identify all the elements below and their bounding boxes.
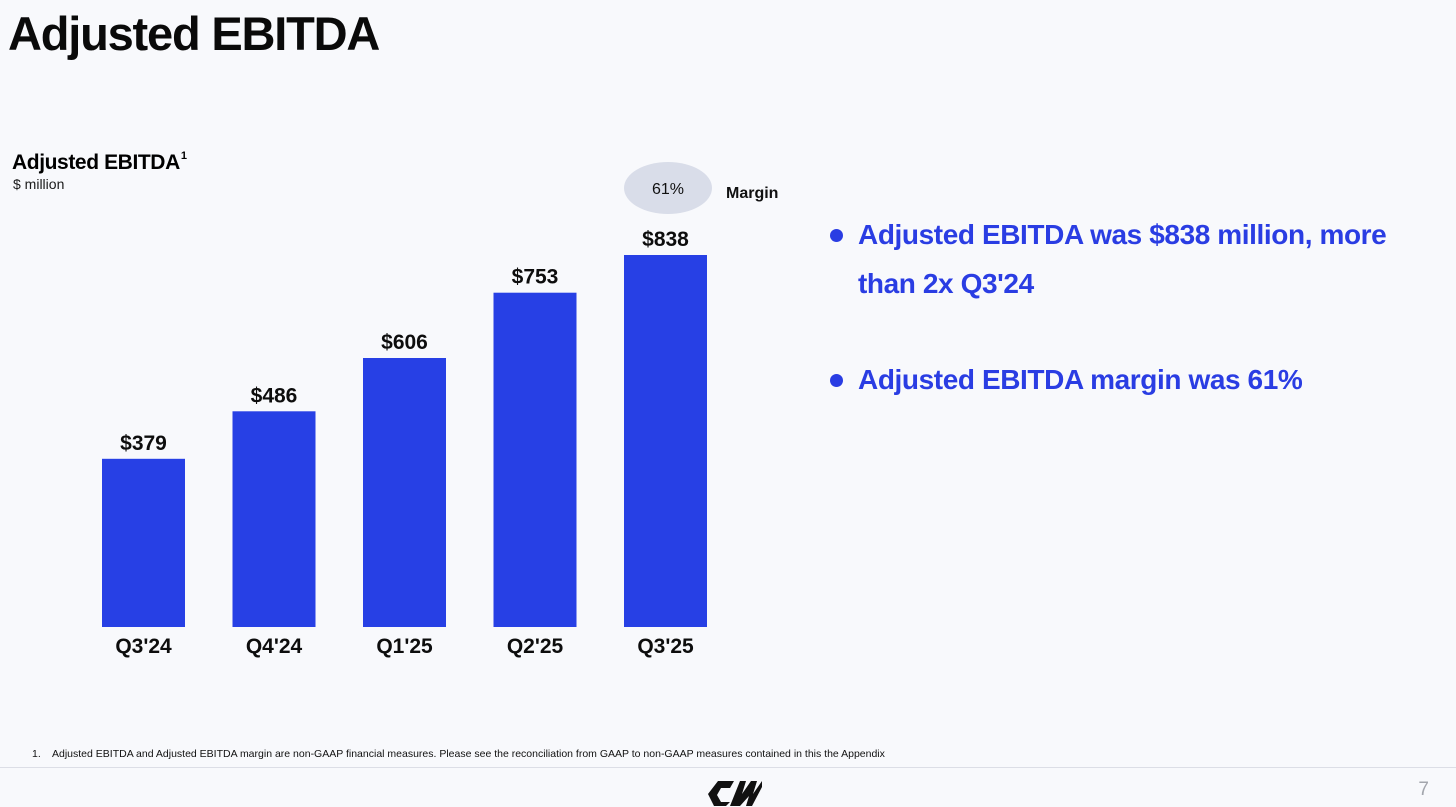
bars-layer: $379 Q3'24 $486 Q4'24 $606 Q1'25 $753 Q2'25 $838… xyxy=(102,228,707,658)
x-tick-label: Q3'25 xyxy=(637,635,694,658)
bar-value-label: $379 xyxy=(120,432,167,455)
key-point: Adjusted EBITDA was $838 million, more t… xyxy=(830,210,1430,308)
bar xyxy=(232,411,316,627)
bar-value-label: $838 xyxy=(642,228,689,251)
bar xyxy=(363,358,446,627)
bar-value-label: $753 xyxy=(512,266,559,289)
margin-annotation: 61% Margin xyxy=(624,162,778,214)
coreweave-logo-icon xyxy=(708,781,762,806)
x-tick-label: Q2'25 xyxy=(507,635,564,658)
footer-divider xyxy=(0,767,1456,768)
bar xyxy=(102,458,185,627)
bar-value-label: $606 xyxy=(381,331,428,354)
footnote: 1. Adjusted EBITDA and Adjusted EBITDA ma… xyxy=(32,748,885,760)
x-tick-label: Q1'25 xyxy=(376,635,433,658)
bullet-dot-icon xyxy=(830,229,843,242)
footnote-number: 1. xyxy=(32,748,41,760)
margin-caption: Margin xyxy=(726,185,778,202)
margin-value: 61% xyxy=(652,181,684,198)
bar-value-label: $486 xyxy=(251,384,298,407)
chart-title-footnote-marker: 1 xyxy=(180,150,187,162)
bar-chart: $379 Q3'24 $486 Q4'24 $606 Q1'25 $753 Q2'25 $838… xyxy=(102,162,778,658)
chart-title: Adjusted EBITDA1 xyxy=(12,144,187,177)
key-point-text: Adjusted EBITDA margin was 61% xyxy=(858,364,1303,395)
x-tick-label: Q4'24 xyxy=(246,635,303,658)
x-tick-label: Q3'24 xyxy=(115,635,172,658)
bar xyxy=(624,255,707,627)
key-points-list: Adjusted EBITDA was $838 million, more t… xyxy=(830,210,1430,404)
footnote-text: Adjusted EBITDA and Adjusted EBITDA marg… xyxy=(52,748,885,760)
bullet-dot-icon xyxy=(830,374,843,387)
chart-unit-label: $ million xyxy=(13,176,65,192)
bar xyxy=(493,292,577,627)
chart-title-text: Adjusted EBITDA xyxy=(12,151,180,174)
page-number: 7 xyxy=(1418,779,1429,800)
page-title: Adjusted EBITDA xyxy=(8,7,380,60)
key-point-text: Adjusted EBITDA was $838 million, more t… xyxy=(858,219,1387,299)
margin-bubble xyxy=(624,162,712,214)
key-point: Adjusted EBITDA margin was 61% xyxy=(830,355,1430,404)
